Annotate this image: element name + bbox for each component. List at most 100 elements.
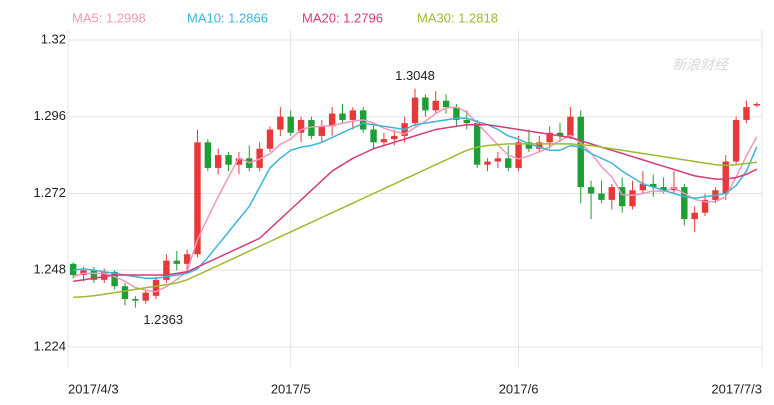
candle	[328, 107, 336, 136]
candle	[743, 100, 750, 124]
candle-body	[163, 260, 170, 280]
x-tick-label: 2017/5	[271, 381, 311, 396]
candle-body	[442, 100, 450, 108]
candle-body	[152, 279, 160, 296]
candle	[370, 123, 377, 149]
candle	[121, 283, 129, 306]
y-tick-label: 1.272	[33, 185, 66, 200]
ma-line	[73, 123, 758, 283]
candle-body	[349, 110, 357, 120]
candle	[722, 155, 729, 200]
candle	[598, 180, 605, 204]
candle	[246, 145, 253, 172]
candle-body	[670, 187, 678, 191]
candle-body	[567, 116, 574, 136]
candle-body	[90, 270, 98, 280]
x-tick-label: 2017/4/3	[68, 381, 119, 396]
candle-body	[494, 158, 502, 162]
candle	[577, 110, 584, 204]
candle	[525, 129, 533, 152]
legend-entry: MA10: 1.2866	[187, 10, 268, 25]
candle-body	[194, 142, 201, 255]
candle	[567, 107, 574, 140]
candle-body	[297, 119, 305, 133]
candle-body	[577, 116, 584, 188]
candle	[287, 110, 294, 136]
candle	[308, 116, 315, 140]
candle	[194, 129, 201, 258]
candle	[670, 171, 678, 194]
candle-body	[453, 107, 460, 120]
watermark: 新浪财经	[672, 57, 730, 73]
candle	[152, 276, 160, 300]
candle	[432, 91, 439, 114]
candle	[142, 289, 149, 304]
candle	[650, 174, 657, 197]
candle-body	[732, 119, 740, 162]
candle	[639, 171, 647, 194]
candle	[163, 254, 170, 284]
candle-body	[411, 97, 419, 124]
candle	[349, 107, 357, 130]
candle-body	[432, 100, 439, 111]
candle-body	[111, 271, 118, 287]
y-tick-label: 1.32	[41, 31, 66, 46]
legend-entry: MA5: 1.2998	[72, 10, 146, 25]
candle-body	[214, 155, 222, 168]
candle	[69, 262, 77, 279]
candle	[515, 135, 522, 172]
candle-body	[339, 113, 346, 120]
candle-body	[743, 107, 750, 120]
candle	[608, 183, 616, 210]
y-tick-label: 1.296	[33, 108, 66, 123]
legend-entry: MA30: 1.2818	[417, 10, 498, 25]
legend-entry: MA20: 1.2796	[302, 10, 383, 25]
candle	[463, 110, 471, 130]
candle	[732, 116, 740, 165]
candle	[587, 180, 595, 220]
ma-line	[73, 143, 757, 299]
candle	[546, 126, 553, 149]
candle-body	[753, 103, 761, 106]
candle-body	[608, 187, 616, 200]
annotation: 1.3048	[395, 68, 435, 83]
candle	[556, 123, 564, 143]
candle	[442, 94, 450, 114]
candle-body	[121, 286, 129, 300]
candle-body	[370, 129, 377, 143]
candle	[505, 145, 512, 172]
candle-body	[473, 123, 481, 165]
candle	[691, 206, 698, 232]
candle-body	[639, 183, 647, 191]
candle	[204, 139, 212, 172]
candle-body	[318, 126, 325, 136]
candle-body	[691, 212, 698, 220]
candle-body	[277, 116, 284, 130]
candle-body	[183, 254, 191, 264]
y-tick-label: 1.248	[33, 262, 66, 277]
ma-line	[72, 106, 758, 293]
x-tick-label: 2017/6	[499, 381, 539, 396]
candle-body	[484, 161, 491, 165]
candle	[494, 151, 502, 168]
candle-body	[587, 187, 595, 194]
candle	[339, 103, 346, 124]
candle-body	[235, 158, 243, 165]
candle-body	[681, 187, 688, 220]
candle	[681, 183, 688, 226]
candle	[422, 94, 429, 117]
candle-body	[598, 193, 605, 200]
candle-body	[650, 183, 657, 188]
candle-body	[101, 271, 108, 280]
candle-body	[308, 119, 315, 136]
candle	[753, 102, 761, 108]
candle-body	[515, 142, 522, 168]
candle-body	[287, 116, 294, 133]
candle-body	[422, 97, 429, 111]
candle-body	[701, 199, 709, 213]
candle-body	[525, 142, 533, 149]
candle	[132, 295, 139, 308]
candle-body	[391, 135, 398, 140]
